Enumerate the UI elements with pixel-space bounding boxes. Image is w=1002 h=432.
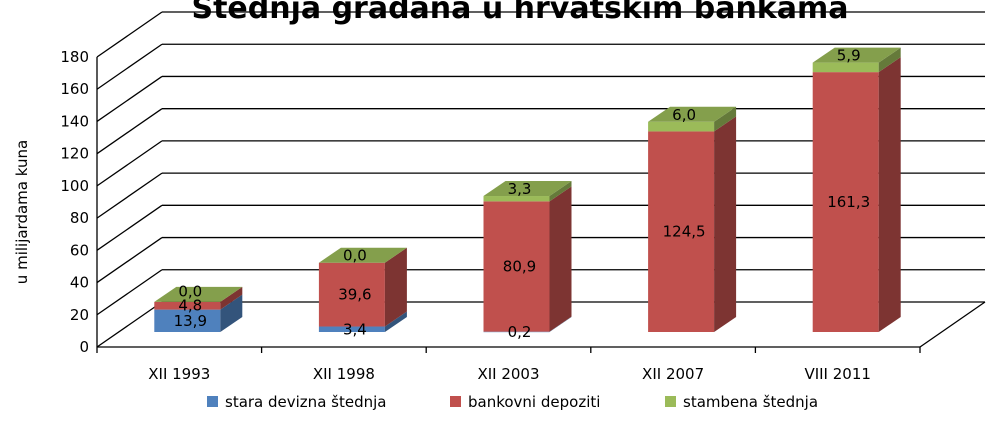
bar-segment-front: [154, 309, 221, 332]
y-tick-label: 80: [70, 209, 89, 227]
data-label: 0,0: [178, 283, 202, 301]
bar-segment-front: [318, 262, 385, 327]
y-tick-label: 20: [70, 306, 89, 324]
data-label: 0,2: [508, 323, 532, 341]
bar-segment-side: [384, 247, 407, 327]
legend-label: bankovni depoziti: [468, 393, 600, 411]
data-label: 13,9: [174, 312, 207, 330]
gridline-diagonal: [96, 204, 163, 251]
legend: stara devizna štednja bankovni depoziti st…: [207, 393, 818, 411]
floor-right-edge: [919, 301, 986, 348]
x-tick-label: VIII 2011: [804, 365, 870, 383]
legend-swatch: [207, 396, 218, 407]
bar-segment-side: [220, 294, 243, 332]
y-tick-label: 140: [60, 112, 89, 130]
bar-segment-side: [549, 181, 572, 202]
gridline-diagonal: [96, 11, 163, 58]
y-tick-label: 40: [70, 274, 89, 292]
chart-title: Štednja građana u hrvatskim bankama: [191, 0, 848, 26]
legend-label: stambena štednja: [683, 393, 818, 411]
bar-segment-side: [384, 311, 407, 332]
gridline-diagonal: [96, 301, 163, 348]
y-tick-label: 100: [60, 177, 89, 195]
x-tick-label: XII 2003: [477, 365, 539, 383]
data-label: 39,6: [338, 286, 371, 304]
x-tick-label: XII 1998: [313, 365, 375, 383]
legend-swatch: [450, 396, 461, 407]
data-label: 124,5: [663, 223, 706, 241]
y-tick-label: 120: [60, 145, 89, 163]
gridline-diagonal: [96, 172, 163, 219]
gridline-diagonal: [96, 43, 163, 90]
axes: 0 20 40 60 80 100 120 140 160 180 XII 1993 XII 1998…: [60, 48, 986, 383]
bar-top-face: [154, 286, 243, 302]
gridline-diagonal: [96, 140, 163, 187]
bar-segment-front: [812, 72, 879, 332]
bar-segment-side: [220, 286, 243, 310]
data-label: 4,8: [178, 297, 202, 315]
legend-label: stara devizna štednja: [225, 393, 386, 411]
data-label: 161,3: [827, 193, 870, 211]
legend-swatch: [665, 396, 676, 407]
gridline-diagonal: [96, 237, 163, 284]
gridline-diagonal: [96, 75, 163, 122]
data-label: 3,4: [343, 320, 367, 338]
y-tick-label: 60: [70, 241, 89, 259]
y-axis-label: u milijardama kuna: [13, 140, 31, 284]
data-label: 80,9: [503, 258, 536, 276]
bar-segment-front: [154, 301, 221, 310]
bar-segment-front: [812, 62, 879, 73]
bar-segment-side: [878, 47, 901, 73]
data-label: 6,0: [672, 106, 696, 124]
y-tick-label: 0: [79, 338, 89, 356]
gridline-diagonal: [96, 269, 163, 316]
bar-top-face: [483, 181, 572, 197]
data-label: 5,9: [837, 47, 861, 65]
data-label: 0,0: [343, 247, 367, 265]
bar-segment-front: [483, 331, 550, 333]
bar-segment-front: [648, 131, 715, 332]
bar-segment-front: [318, 326, 385, 332]
bar-segment-side: [549, 186, 572, 332]
bars: [154, 47, 901, 333]
bar-top-face: [812, 47, 901, 63]
data-labels: 13,94,80,03,439,60,00,280,93,3124,56,016…: [174, 47, 871, 341]
bar-top-face: [318, 247, 407, 263]
bar-segment-side: [549, 316, 572, 332]
x-tick-label: XII 1993: [148, 365, 210, 383]
y-tick-label: 160: [60, 80, 89, 98]
bar-top-face: [648, 106, 737, 122]
bar-segment-side: [714, 106, 737, 132]
y-tick-label: 180: [60, 48, 89, 66]
bar-segment-side: [878, 57, 901, 332]
data-label: 3,3: [508, 180, 532, 198]
x-tick-label: XII 2007: [642, 365, 704, 383]
bar-segment-front: [648, 121, 715, 132]
bar-segment-front: [483, 196, 550, 202]
bar-segment-side: [714, 116, 737, 333]
bar-segment-front: [483, 201, 550, 332]
gridline-diagonal: [96, 108, 163, 155]
